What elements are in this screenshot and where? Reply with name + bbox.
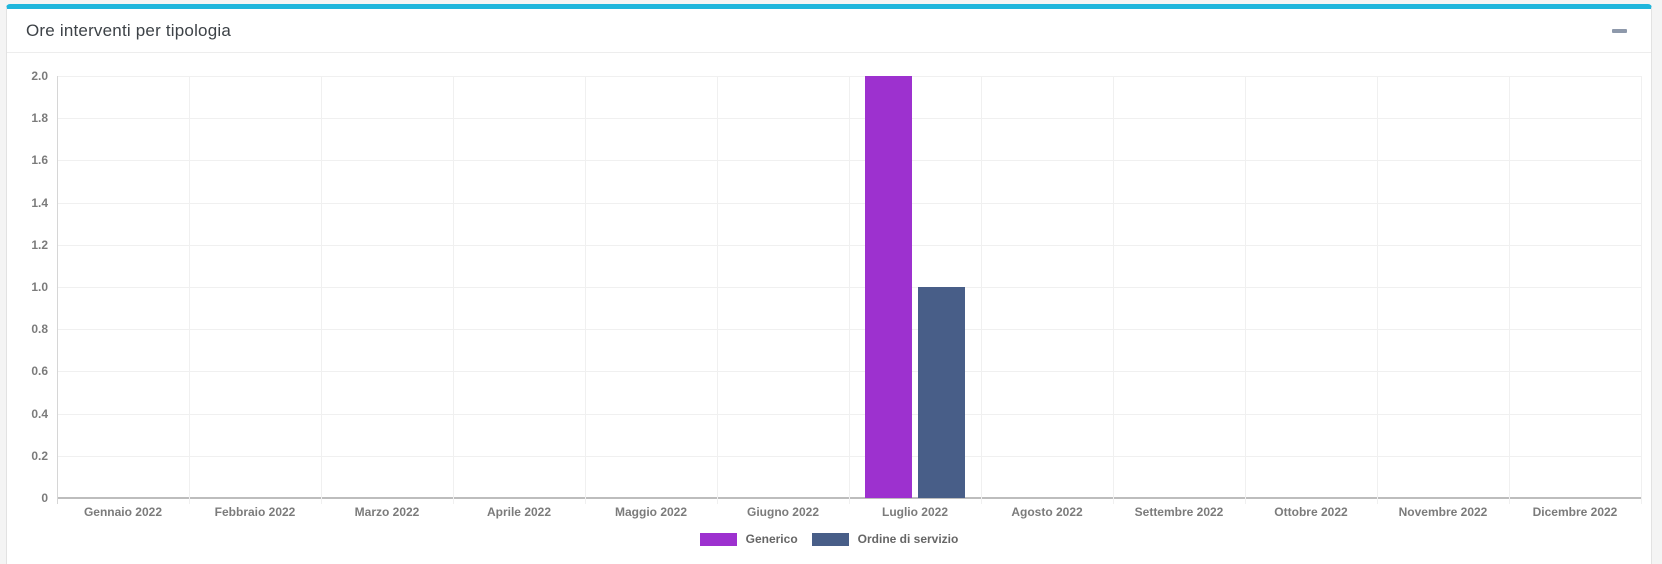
x-axis-label: Luglio 2022 xyxy=(881,505,949,519)
x-axis-label: Gennaio 2022 xyxy=(83,505,163,519)
plot-area: 2.0 1.8 1.6 1.4 1.2 1.0 0.8 0.6 0.4 0.2 0 xyxy=(31,69,1642,505)
legend-swatch-generico xyxy=(699,532,737,546)
legend-item-generico[interactable]: Generico xyxy=(699,532,798,546)
chart-panel: Ore interventi per tipologia 2.0 1.8 1.6 1.… xyxy=(6,4,1652,564)
y-axis-tick-label: 0.2 xyxy=(31,448,48,463)
gridline-vertical xyxy=(717,76,718,504)
bar-chart: 2.0 1.8 1.6 1.4 1.2 1.0 0.8 0.6 0.4 0.2 0 Gennaio … xyxy=(7,58,1651,564)
gridline-vertical xyxy=(1377,76,1378,504)
minus-icon xyxy=(1611,28,1627,33)
gridline-vertical xyxy=(981,76,982,504)
y-axis-tick-label: 1.0 xyxy=(31,280,48,294)
x-axis-label: Agosto 2022 xyxy=(1011,505,1083,519)
gridline-vertical xyxy=(1245,76,1246,504)
gridline-vertical xyxy=(849,76,850,504)
y-axis-tick-label: 1.8 xyxy=(31,111,48,126)
x-axis-label: Settembre 2022 xyxy=(1134,505,1224,519)
legend-label: Ordine di servizio xyxy=(857,532,959,546)
legend-label: Generico xyxy=(745,532,798,546)
y-axis-tick-label: 2.0 xyxy=(31,69,48,83)
legend-swatch-ordine-di-servizio xyxy=(811,532,849,546)
gridline-vertical xyxy=(57,76,58,504)
x-axis-label: Giugno 2022 xyxy=(746,505,820,519)
x-axis-labels: Gennaio 2022 Febbraio 2022 Marzo 2022 April… xyxy=(57,505,1641,521)
x-axis-label: Febbraio 2022 xyxy=(214,505,296,519)
gridline-vertical xyxy=(584,76,586,504)
y-axis-tick-label: 0 xyxy=(41,491,48,505)
y-axis-tick-label: 1.6 xyxy=(31,153,48,168)
gridline-vertical xyxy=(1641,76,1642,504)
gridline-vertical xyxy=(1112,76,1114,504)
gridline-vertical xyxy=(320,76,322,504)
collapse-panel-button[interactable] xyxy=(1606,21,1632,41)
x-axis-label: Aprile 2022 xyxy=(486,505,552,519)
y-axis-tick-label: 1.4 xyxy=(31,195,48,210)
bar-generico-luglio-2022[interactable] xyxy=(865,76,912,498)
x-axis-label: Dicembre 2022 xyxy=(1532,505,1618,519)
legend-item-ordine-di-servizio[interactable]: Ordine di servizio xyxy=(811,532,959,546)
chart-legend: Generico Ordine di servizio xyxy=(7,532,1651,546)
y-axis-tick-label: 0.6 xyxy=(31,364,48,379)
bar-ordine-di-servizio-luglio-2022[interactable] xyxy=(918,287,965,498)
page-title: Ore interventi per tipologia xyxy=(26,20,231,40)
y-axis-tick-label: 0.8 xyxy=(31,322,48,337)
y-axis-tick-label: 0.4 xyxy=(31,406,48,421)
x-axis-label: Marzo 2022 xyxy=(354,505,420,519)
gridline-vertical xyxy=(1509,76,1510,504)
x-axis-label: Maggio 2022 xyxy=(614,505,688,519)
gridline-vertical xyxy=(188,76,190,504)
x-axis-label: Novembre 2022 xyxy=(1398,505,1488,519)
y-axis-tick-label: 1.2 xyxy=(31,237,48,252)
gridline-vertical xyxy=(453,76,454,504)
x-axis-label: Ottobre 2022 xyxy=(1274,505,1348,519)
panel-header: Ore interventi per tipologia xyxy=(7,9,1651,53)
